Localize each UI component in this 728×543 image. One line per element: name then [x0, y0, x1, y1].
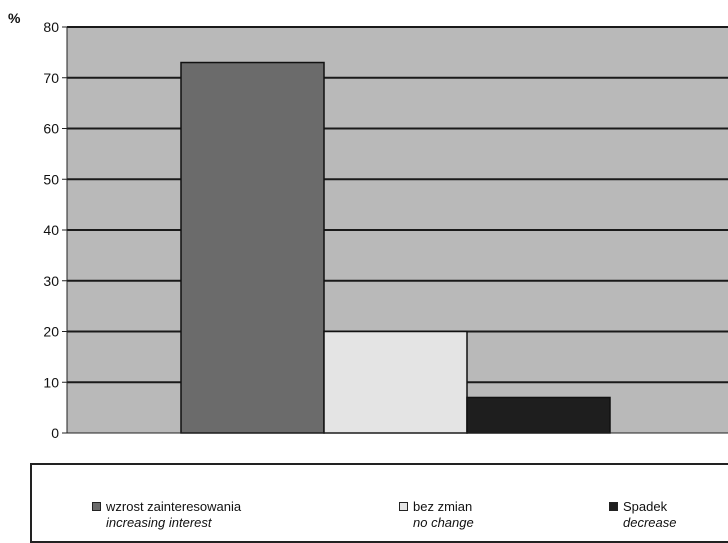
bar-1 [181, 63, 324, 433]
y-unit-label: % [8, 10, 21, 26]
y-tick-label-50: 50 [43, 171, 59, 187]
legend-item-no-change: bez zmian no change [399, 499, 474, 531]
legend-sublabel-no-change: no change [399, 515, 474, 531]
legend-swatch-increasing [92, 502, 101, 511]
legend-label-no-change: bez zmian [399, 499, 474, 515]
legend-swatch-no-change [399, 502, 408, 511]
legend-label-increasing: wzrost zainteresowania [92, 499, 241, 515]
bar-chart: 0 10 20 30 40 50 60 70 80 % [0, 0, 728, 460]
bar-2 [324, 332, 467, 434]
legend-item-increasing: wzrost zainteresowania increasing intere… [92, 499, 241, 531]
y-tick-label-60: 60 [43, 121, 59, 137]
y-axis-ticks: 0 10 20 30 40 50 60 70 80 [43, 19, 67, 441]
bar-3 [467, 397, 610, 433]
y-tick-label-40: 40 [43, 222, 59, 238]
legend-sublabel-increasing: increasing interest [92, 515, 241, 531]
y-tick-label-80: 80 [43, 19, 59, 35]
legend-label-decrease: Spadek [609, 499, 676, 515]
y-tick-label-20: 20 [43, 324, 59, 340]
y-tick-label-0: 0 [51, 425, 59, 441]
legend: wzrost zainteresowania increasing intere… [30, 463, 728, 543]
y-tick-label-70: 70 [43, 70, 59, 86]
legend-item-decrease: Spadek decrease [609, 499, 676, 531]
legend-swatch-decrease [609, 502, 618, 511]
legend-sublabel-decrease: decrease [609, 515, 676, 531]
y-tick-label-10: 10 [43, 374, 59, 390]
y-tick-label-30: 30 [43, 273, 59, 289]
